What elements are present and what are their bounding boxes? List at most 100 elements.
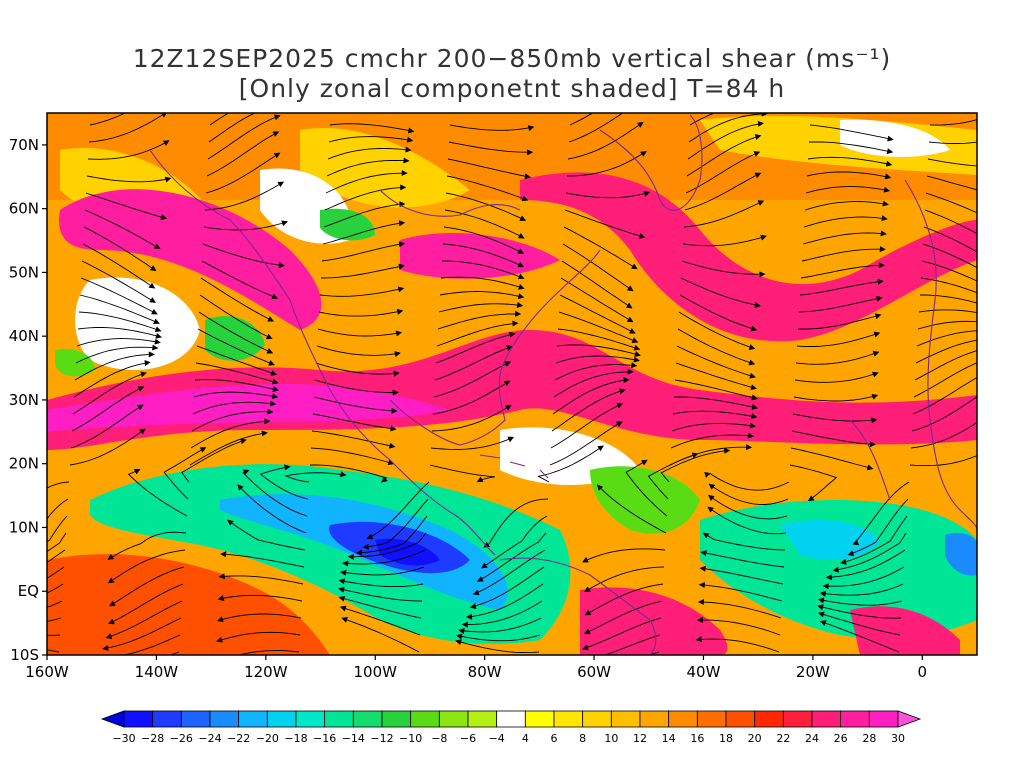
streamline: [237, 484, 307, 534]
lat-tick-label: 10N: [9, 518, 39, 536]
streamline: [200, 277, 274, 322]
streamline: [462, 600, 543, 625]
streamline-arrow: [980, 391, 986, 396]
streamline: [88, 113, 167, 143]
streamline: [217, 613, 302, 622]
streamline-arrow: [871, 393, 879, 400]
streamline-arrow: [154, 338, 161, 345]
streamline: [431, 405, 512, 432]
streamline: [47, 481, 70, 489]
streamline: [449, 124, 534, 131]
streamline-arrow: [476, 576, 484, 582]
colorbar-swatch: [238, 710, 268, 728]
streamline-arrow: [697, 599, 705, 605]
streamline: [328, 136, 413, 143]
streamline-arrow: [640, 151, 647, 157]
streamline: [198, 311, 273, 354]
streamline: [848, 498, 909, 556]
streamline: [804, 201, 888, 211]
streamline: [674, 379, 758, 400]
streamline-arrow: [870, 417, 878, 424]
streamline: [83, 226, 156, 271]
streamline-arrow: [153, 243, 161, 250]
lon-tick-label: 20W: [796, 663, 830, 681]
streamline-arrow: [164, 176, 172, 183]
streamline-arrow: [754, 302, 761, 308]
colorbar-label: 4: [522, 732, 529, 745]
streamline: [103, 617, 182, 650]
streamline-arrow: [281, 220, 288, 227]
streamline-arrow: [832, 566, 839, 573]
streamline-arrow: [403, 157, 410, 164]
streamline-arrow: [699, 565, 706, 572]
streamline: [313, 396, 397, 412]
streamline-arrow: [597, 445, 604, 452]
streamline: [792, 413, 877, 422]
streamline-arrow: [163, 140, 170, 146]
streamline: [818, 605, 902, 619]
streamline: [80, 277, 158, 315]
streamline: [199, 294, 272, 340]
streamline-arrow: [509, 331, 516, 338]
streamline-arrow: [745, 444, 753, 451]
streamline-arrow: [103, 654, 105, 655]
colorbar-swatch: [811, 710, 842, 728]
streamline: [442, 243, 524, 268]
streamline: [204, 181, 284, 211]
chart-subtitle: [Only zonal componetnt shaded] T=84 h: [238, 74, 786, 103]
streamline: [709, 483, 789, 505]
streamline-arrow: [108, 618, 115, 625]
streamline-arrow: [822, 583, 829, 590]
streamline: [685, 151, 760, 194]
streamline: [672, 410, 757, 418]
streamline: [208, 113, 256, 143]
streamline: [77, 327, 162, 338]
colorbar-label: 26: [834, 732, 848, 745]
streamline: [556, 344, 641, 356]
streamline-arrow: [753, 151, 761, 157]
streamline: [841, 515, 908, 564]
streamline: [553, 371, 633, 398]
streamline-arrow: [702, 532, 710, 539]
streamline: [456, 634, 541, 642]
streamline: [108, 583, 184, 624]
colorbar-label: 28: [862, 732, 876, 745]
colorbar-swatch: [381, 710, 412, 728]
streamline: [320, 265, 404, 279]
streamline: [820, 620, 900, 653]
streamline: [557, 328, 640, 350]
streamline: [89, 113, 127, 126]
colorbar-label: −6: [460, 732, 476, 745]
streamline-arrow: [362, 544, 369, 550]
streamline-arrow: [708, 483, 715, 490]
lon-tick-label: 80W: [468, 663, 502, 681]
streamline-arrow: [521, 195, 529, 202]
streamline-arrow: [506, 345, 513, 351]
colorbar-label: 18: [719, 732, 733, 745]
streamline-arrow: [986, 449, 992, 454]
streamline: [689, 113, 716, 126]
streamline: [555, 355, 639, 364]
streamline: [924, 209, 977, 235]
streamline: [791, 430, 875, 446]
streamline-arrow: [504, 361, 512, 367]
streamline-arrow: [97, 663, 102, 668]
colorbar-label: 30: [891, 732, 905, 745]
streamline: [473, 549, 546, 595]
streamline: [647, 453, 698, 500]
streamline: [47, 498, 69, 520]
streamline: [709, 473, 790, 491]
shading-green-patch: [590, 466, 700, 534]
streamline: [568, 113, 624, 143]
streamline-arrow: [885, 160, 893, 167]
streamline: [315, 362, 399, 375]
streamline: [193, 391, 278, 398]
streamline: [108, 531, 187, 560]
streamline: [82, 243, 155, 289]
streamline-arrow: [723, 447, 731, 454]
colorbar-label: −22: [227, 732, 250, 745]
lat-tick-label: 30N: [9, 391, 39, 409]
streamline-arrow: [405, 146, 412, 153]
streamline: [195, 362, 278, 384]
streamline-arrow: [596, 484, 603, 491]
